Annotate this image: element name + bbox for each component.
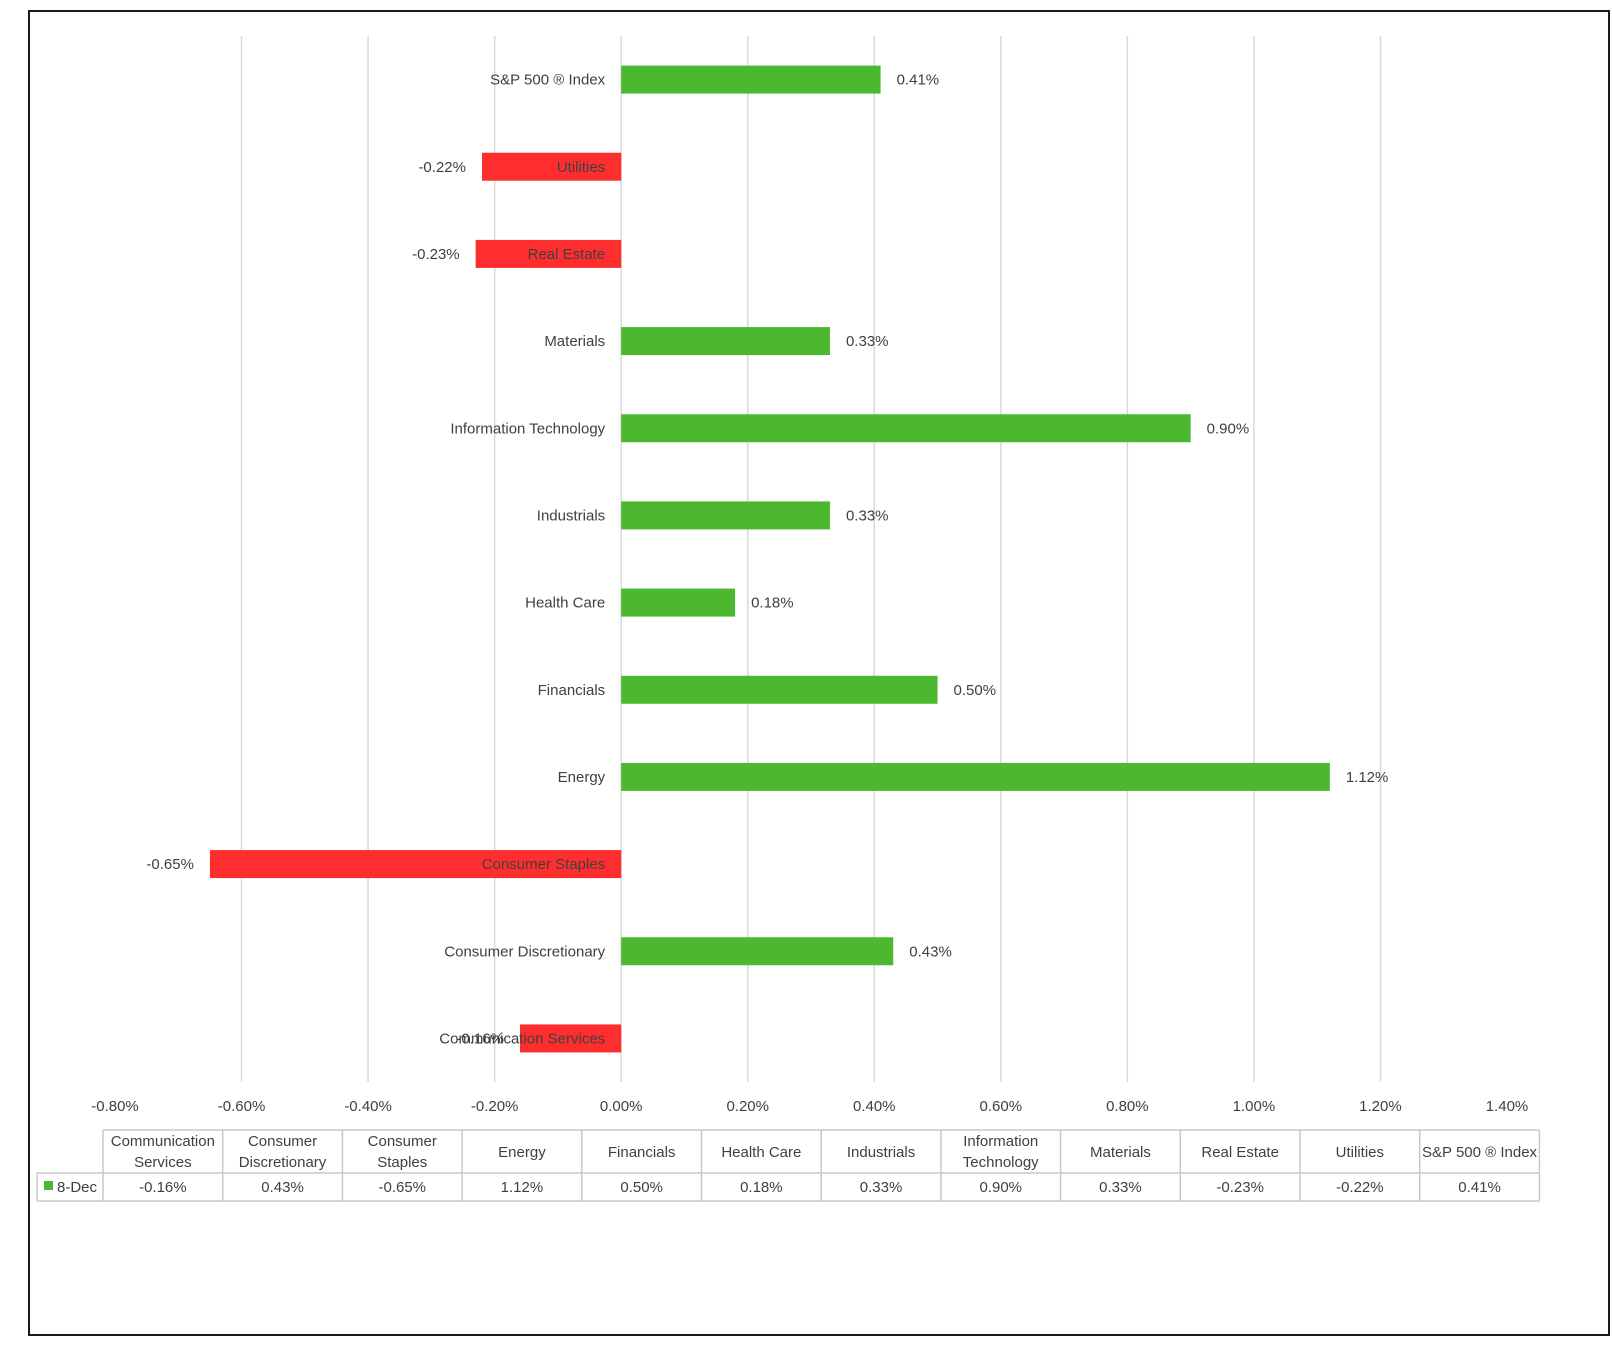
table-value: 1.12% (501, 1179, 544, 1196)
bar (621, 501, 830, 530)
table-header: Real Estate (1201, 1144, 1279, 1161)
x-tick-label: 1.40% (1486, 1098, 1529, 1115)
x-tick-label: -0.80% (91, 1098, 139, 1115)
table-value: -0.65% (378, 1179, 426, 1196)
x-tick-label: 1.00% (1233, 1098, 1276, 1115)
bar (621, 762, 1330, 791)
bar (621, 65, 881, 94)
table-value: 0.33% (1099, 1179, 1142, 1196)
table-header: Health Care (721, 1144, 801, 1161)
table-value: 0.90% (979, 1179, 1022, 1196)
data-label: 0.33% (846, 333, 889, 350)
category-label: Real Estate (528, 246, 606, 263)
data-label: -0.16% (456, 1030, 504, 1047)
data-label: 0.33% (846, 507, 889, 524)
table-header: Discretionary (239, 1154, 327, 1171)
table-value: 0.33% (860, 1179, 903, 1196)
bar (621, 675, 938, 704)
table-header: Communication (111, 1133, 215, 1150)
x-tick-label: -0.60% (218, 1098, 266, 1115)
table-value: 0.43% (261, 1179, 304, 1196)
table-value: -0.16% (139, 1179, 187, 1196)
table-header: Financials (608, 1144, 676, 1161)
category-label: Health Care (525, 595, 605, 612)
bar (621, 327, 830, 356)
data-label: 0.43% (909, 943, 952, 960)
x-tick-label: -0.40% (344, 1098, 392, 1115)
table-value: 0.41% (1458, 1179, 1501, 1196)
table-header: Consumer (248, 1133, 317, 1150)
category-label: Financials (538, 682, 606, 699)
data-label: -0.23% (412, 246, 460, 263)
table-header: Services (134, 1154, 192, 1171)
table-header: Utilities (1336, 1144, 1384, 1161)
bar (519, 1024, 622, 1053)
bar (621, 937, 894, 966)
data-label: 0.90% (1207, 420, 1250, 437)
legend-key (44, 1181, 53, 1190)
x-tick-label: 0.80% (1106, 1098, 1149, 1115)
data-label: 0.50% (954, 682, 997, 699)
bar (209, 850, 622, 879)
category-label: S&P 500 ® Index (490, 72, 606, 89)
table-header: Technology (963, 1154, 1039, 1171)
x-tick-label: 1.20% (1359, 1098, 1402, 1115)
category-label: Energy (558, 769, 606, 786)
x-tick-label: -0.20% (471, 1098, 519, 1115)
bar (481, 152, 622, 181)
x-tick-label: 0.60% (980, 1098, 1023, 1115)
table-header: Information (963, 1133, 1038, 1150)
bar (621, 414, 1191, 443)
table-header: Staples (377, 1154, 427, 1171)
x-tick-label: 0.20% (726, 1098, 769, 1115)
data-label: 0.18% (751, 595, 794, 612)
table-header: Materials (1090, 1144, 1151, 1161)
legend-series-name: 8-Dec (57, 1179, 98, 1196)
x-tick-label: 0.00% (600, 1098, 643, 1115)
category-label: Information Technology (450, 420, 605, 437)
category-label: Communication Services (439, 1030, 605, 1047)
data-label: -0.22% (418, 159, 466, 176)
chart-frame (28, 10, 1610, 1336)
category-label: Utilities (557, 159, 605, 176)
bar (621, 588, 736, 617)
table-value: 0.18% (740, 1179, 783, 1196)
data-label: 0.41% (897, 72, 940, 89)
x-tick-label: 0.40% (853, 1098, 896, 1115)
data-label: -0.65% (146, 856, 194, 873)
category-label: Industrials (537, 507, 605, 524)
category-label: Consumer Staples (482, 856, 605, 873)
category-label: Materials (544, 333, 605, 350)
table-header: Industrials (847, 1144, 915, 1161)
data-label: 1.12% (1346, 769, 1389, 786)
table-value: -0.23% (1216, 1179, 1264, 1196)
table-value: -0.22% (1336, 1179, 1384, 1196)
table-header: Consumer (368, 1133, 437, 1150)
bar (475, 239, 622, 268)
table-header: Energy (498, 1144, 546, 1161)
table-value: 0.50% (620, 1179, 663, 1196)
category-label: Consumer Discretionary (444, 943, 605, 960)
table-header: S&P 500 ® Index (1422, 1144, 1538, 1161)
